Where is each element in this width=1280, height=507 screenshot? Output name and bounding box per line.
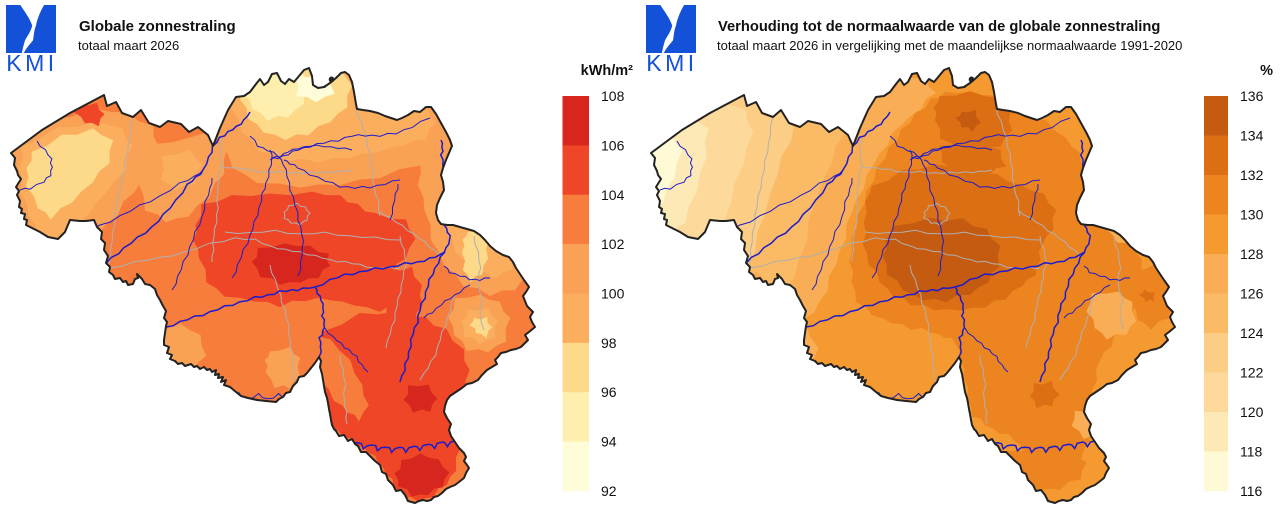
svg-text:136: 136: [1240, 88, 1264, 104]
svg-text:totaal maart 2026: totaal maart 2026: [78, 38, 179, 53]
svg-text:94: 94: [601, 434, 617, 450]
svg-text:kWh/m²: kWh/m²: [581, 63, 634, 79]
svg-text:Globale zonnestraling: Globale zonnestraling: [79, 18, 236, 35]
svg-text:96: 96: [601, 384, 617, 400]
svg-text:124: 124: [1240, 325, 1264, 341]
svg-text:132: 132: [1240, 167, 1264, 183]
svg-text:122: 122: [1240, 365, 1264, 381]
svg-text:130: 130: [1240, 207, 1264, 223]
svg-text:120: 120: [1240, 404, 1264, 420]
svg-text:118: 118: [1240, 444, 1263, 460]
svg-text:128: 128: [1240, 246, 1264, 262]
svg-text:116: 116: [1240, 483, 1263, 499]
svg-text:134: 134: [1240, 128, 1264, 144]
svg-text:KMI: KMI: [6, 50, 57, 76]
svg-text:KMI: KMI: [646, 50, 697, 76]
svg-text:102: 102: [601, 236, 625, 252]
svg-text:126: 126: [1240, 286, 1264, 302]
svg-text:104: 104: [601, 187, 625, 203]
svg-text:%: %: [1260, 63, 1273, 79]
svg-text:totaal maart 2026 in vergelijk: totaal maart 2026 in vergelijking met de…: [717, 38, 1182, 53]
svg-text:106: 106: [601, 137, 625, 153]
svg-text:92: 92: [601, 483, 617, 499]
svg-text:Verhouding tot de normaalwaard: Verhouding tot de normaalwaarde van de g…: [718, 19, 1160, 35]
svg-text:108: 108: [601, 88, 625, 104]
svg-text:100: 100: [601, 286, 625, 302]
svg-text:98: 98: [601, 335, 617, 351]
